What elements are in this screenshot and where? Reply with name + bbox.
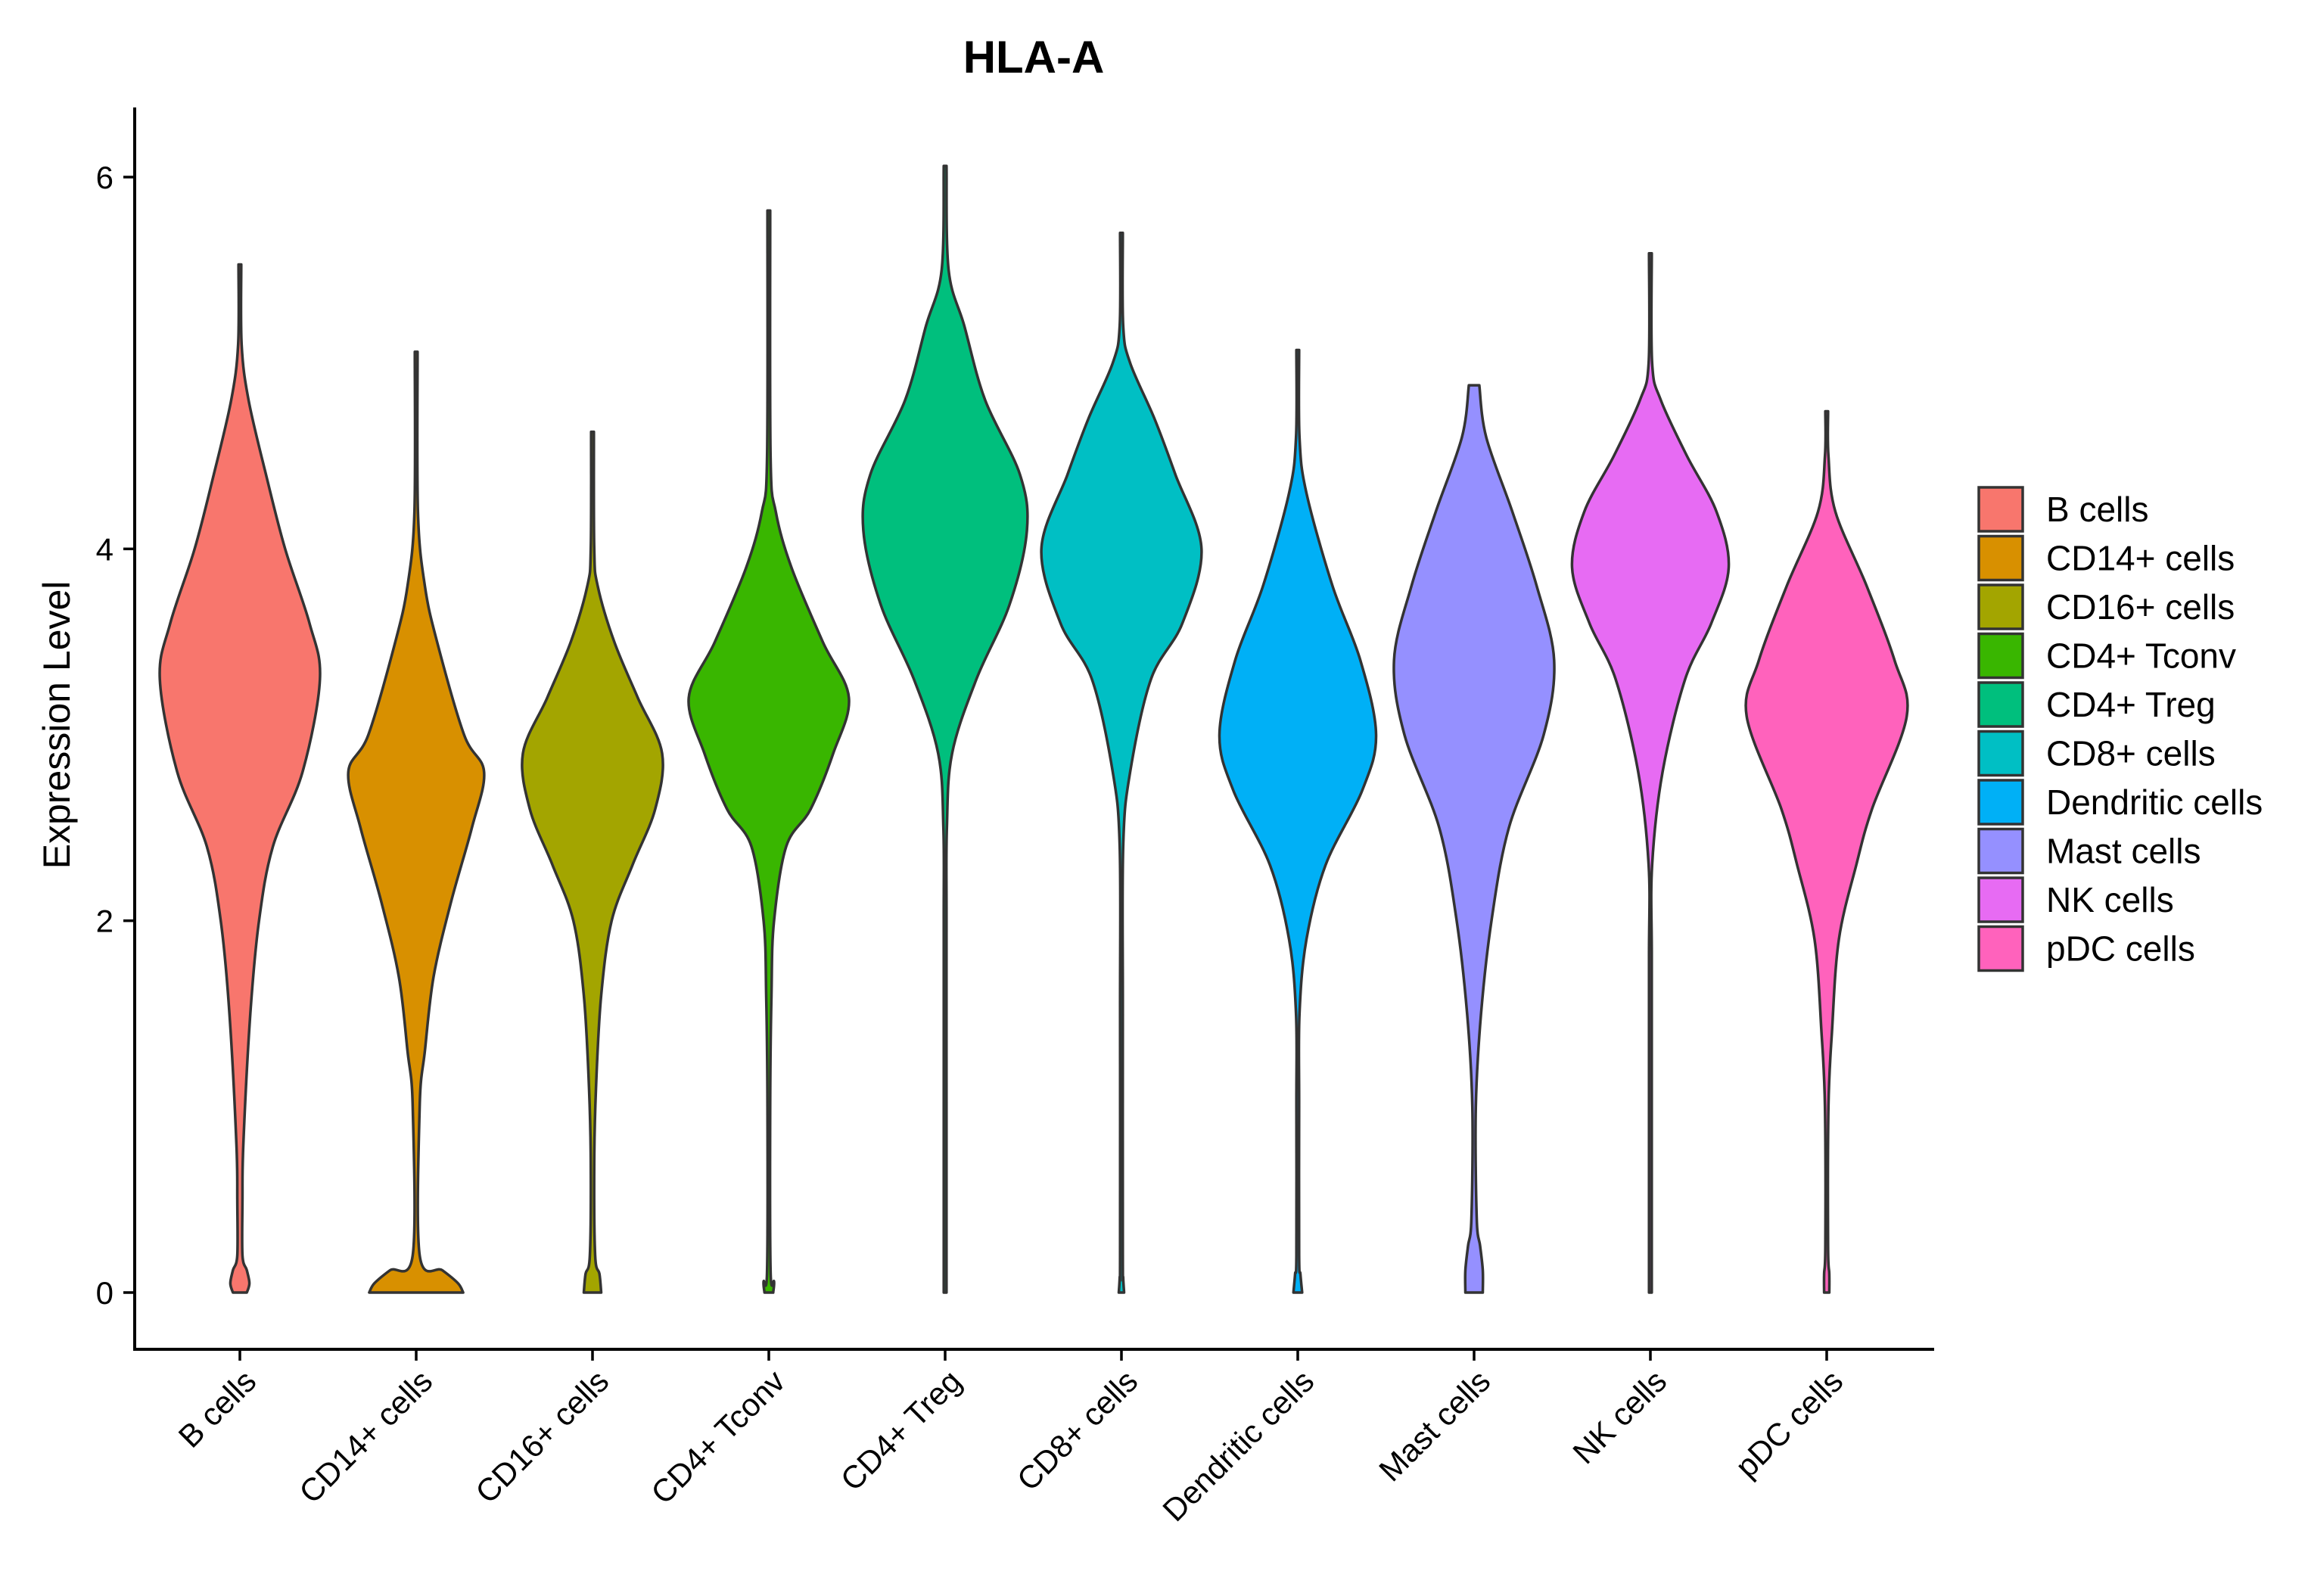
x-tick-label: CD14+ cells bbox=[292, 1363, 439, 1510]
y-tick-label: 2 bbox=[96, 904, 114, 939]
legend-key bbox=[1977, 486, 2024, 533]
x-tick-label: Mast cells bbox=[1372, 1363, 1497, 1488]
legend-label: CD14+ cells bbox=[2046, 539, 2235, 578]
legend-key bbox=[1977, 583, 2024, 630]
y-axis-ticks: 0 2 4 6 bbox=[96, 160, 135, 1311]
legend-key bbox=[1977, 779, 2024, 826]
legend-label: CD4+ Treg bbox=[2046, 685, 2216, 724]
legend-label: B cells bbox=[2046, 490, 2148, 529]
x-tick-label: CD8+ cells bbox=[1010, 1363, 1145, 1498]
violin-cd4-tconv bbox=[687, 209, 851, 1294]
violins-layer bbox=[158, 164, 1909, 1294]
legend-label: pDC cells bbox=[2046, 929, 2195, 969]
legend-key bbox=[1977, 876, 2024, 923]
legend-key bbox=[1977, 827, 2024, 875]
violin-nk-cells bbox=[1570, 251, 1731, 1294]
violin-cd16-cells bbox=[521, 430, 664, 1294]
legend-key bbox=[1977, 925, 2024, 972]
legend-label: CD4+ Tconv bbox=[2046, 636, 2236, 676]
violin-mast-cells bbox=[1392, 384, 1556, 1294]
y-tick-label: 4 bbox=[96, 531, 114, 567]
legend: B cells CD14+ cells CD16+ cells CD4+ Tconv C… bbox=[1977, 486, 2263, 972]
legend-label: CD8+ cells bbox=[2046, 734, 2216, 773]
legend-key bbox=[1977, 681, 2024, 728]
legend-key bbox=[1977, 534, 2024, 582]
x-tick-label: B cells bbox=[172, 1363, 263, 1454]
legend-label: NK cells bbox=[2046, 880, 2174, 919]
violin-b-cells bbox=[158, 263, 322, 1294]
violin-cd14-cells bbox=[347, 350, 486, 1294]
violin-cd4-treg bbox=[861, 164, 1029, 1294]
legend-key bbox=[1977, 730, 2024, 777]
legend-label: CD16+ cells bbox=[2046, 587, 2235, 627]
x-tick-label: CD16+ cells bbox=[468, 1363, 615, 1510]
y-axis-label: Expression Level bbox=[36, 581, 78, 870]
violin-pdc-cells bbox=[1744, 409, 1909, 1294]
legend-label: Dendritic cells bbox=[2046, 782, 2263, 822]
y-tick-label: 6 bbox=[96, 160, 114, 195]
legend-label: Mast cells bbox=[2046, 832, 2201, 871]
x-axis-ticks: B cells CD14+ cells CD16+ cells CD4+ Tconv C… bbox=[172, 1349, 1849, 1528]
x-tick-label: pDC cells bbox=[1728, 1363, 1849, 1484]
x-tick-label: CD4+ Tconv bbox=[644, 1363, 792, 1510]
x-tick-label: CD4+ Treg bbox=[834, 1363, 969, 1498]
x-tick-label: NK cells bbox=[1566, 1363, 1673, 1470]
y-tick-label: 0 bbox=[96, 1275, 114, 1311]
violin-dendritic-cells bbox=[1218, 348, 1378, 1294]
legend-key bbox=[1977, 632, 2024, 680]
x-tick-label: Dendritic cells bbox=[1156, 1363, 1320, 1528]
chart-title: HLA-A bbox=[963, 32, 1105, 82]
violin-cd8-cells bbox=[1040, 231, 1203, 1294]
